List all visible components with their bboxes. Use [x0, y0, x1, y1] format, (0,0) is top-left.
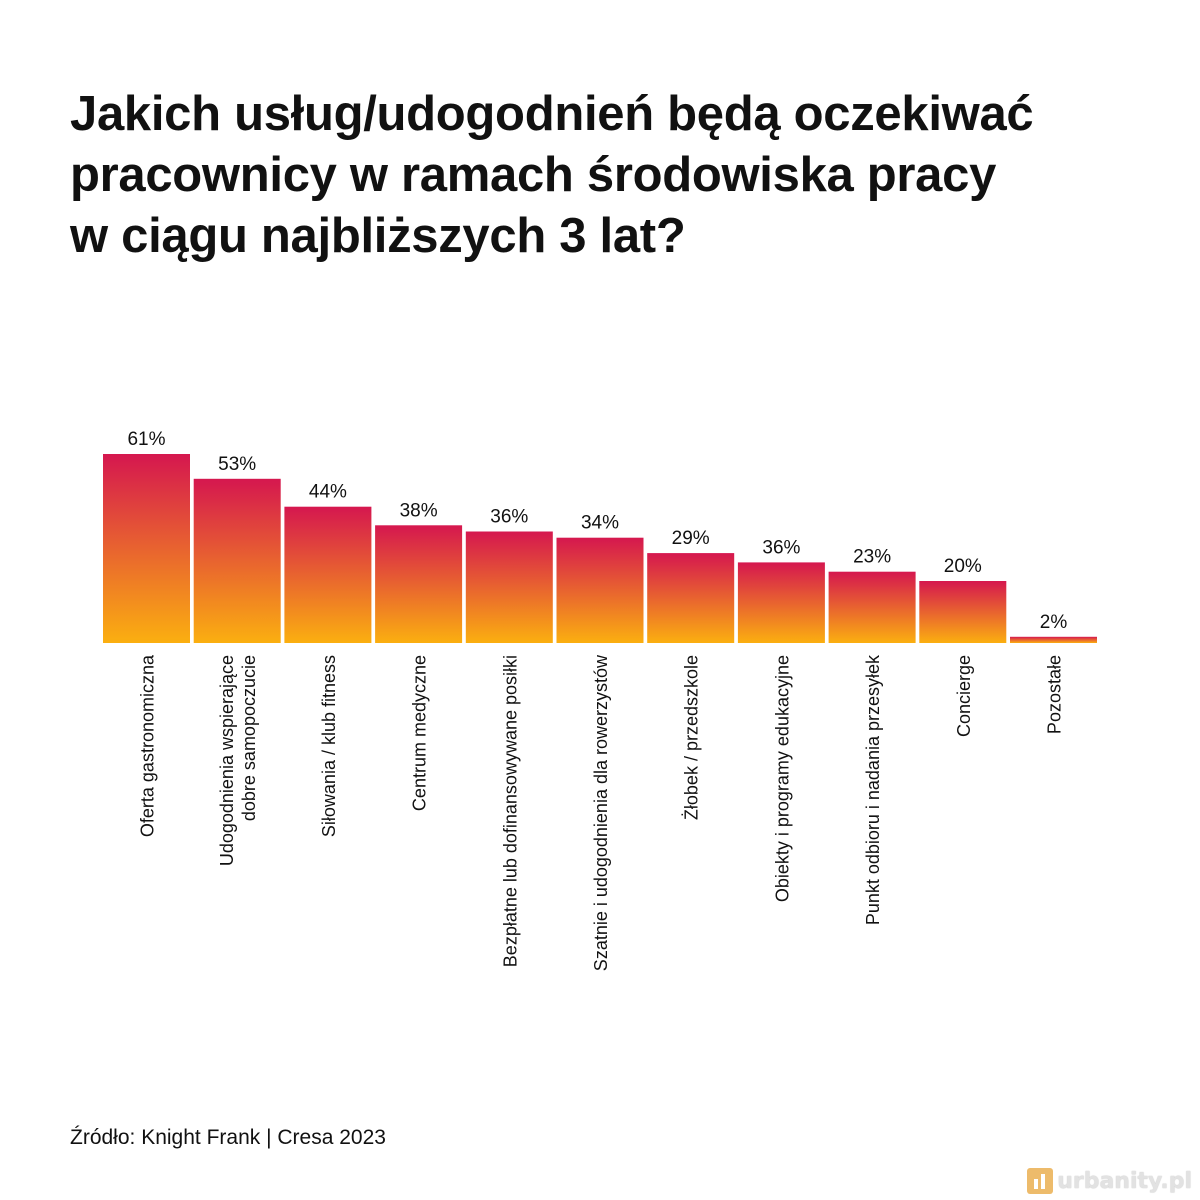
value-label-9: 23%	[853, 547, 891, 568]
bar-10	[919, 581, 1007, 643]
value-labels-group: 61% 53% 44% 38% 36% 34% 29% 36% 23% 20% 2%	[127, 429, 1067, 633]
category-label-9: Punkt odbioru i nadania przesyłek	[863, 654, 883, 925]
category-label-6: Szatnie i udogodnienia dla rowerzystów	[591, 654, 611, 971]
bar-9	[828, 571, 916, 643]
watermark-text: urbanity.pl	[1057, 1168, 1192, 1194]
category-label-4-line-1: Centrum medyczne	[410, 655, 430, 811]
category-label-10-line-1: Concierge	[954, 655, 974, 737]
value-label-10: 20%	[944, 556, 982, 577]
bar-7	[647, 553, 735, 643]
category-label-1: Oferta gastronomiczna	[138, 654, 158, 837]
value-label-6: 34%	[581, 513, 619, 534]
category-label-3: Siłowania / klub fitness	[319, 655, 339, 837]
bar-5	[465, 531, 553, 643]
category-label-6-line-1: Szatnie i udogodnienia dla rowerzystów	[591, 654, 611, 971]
category-label-8-line-1: Obiekty i programy edukacyjne	[772, 655, 792, 902]
watermark: urbanity.pl	[1027, 1168, 1192, 1194]
value-label-3: 44%	[309, 482, 347, 503]
bar-2	[193, 478, 281, 643]
category-label-2: Udogodnienia wspierające dobre samopoczuc…	[217, 655, 259, 866]
value-label-4: 38%	[400, 500, 438, 521]
bar-3	[284, 506, 372, 643]
category-label-5: Bezpłatne lub dofinansowywane posiłki	[500, 655, 520, 967]
source-note: Źródło: Knight Frank | Cresa 2023	[70, 1126, 386, 1149]
category-label-2-line-1: Udogodnienia wspierające	[217, 655, 237, 866]
value-label-1: 61%	[127, 429, 165, 450]
bar-6	[556, 537, 644, 643]
bar-chart-logo-icon	[1027, 1168, 1054, 1194]
value-label-7: 29%	[672, 528, 710, 549]
chart-title: Jakich usług/udogodnień będą oczekiwać p…	[70, 84, 1150, 267]
category-label-2-line-2: dobre samopoczucie	[239, 655, 259, 821]
chart-title-line-1: Jakich usług/udogodnień będą oczekiwać	[70, 87, 1034, 141]
bar-4	[375, 525, 463, 643]
category-label-10: Concierge	[954, 655, 974, 737]
category-label-11: Pozostałe	[1045, 655, 1065, 734]
bar-8	[737, 562, 825, 643]
category-label-5-line-1: Bezpłatne lub dofinansowywane posiłki	[500, 655, 520, 967]
bar-11	[1010, 636, 1097, 643]
chart-title-line-3: w ciągu najbliższych 3 lat?	[70, 209, 686, 263]
chart-title-line-2: pracownicy w ramach środowiska pracy	[70, 148, 997, 202]
value-label-2: 53%	[218, 454, 256, 475]
category-label-7-line-1: Żłobek / przedszkole	[682, 655, 702, 820]
category-label-3-line-1: Siłowania / klub fitness	[319, 655, 339, 837]
category-label-9-line-1: Punkt odbioru i nadania przesyłek	[863, 654, 883, 925]
category-label-4: Centrum medyczne	[410, 655, 430, 811]
category-label-1-line-1: Oferta gastronomiczna	[138, 654, 158, 837]
category-label-11-line-1: Pozostałe	[1045, 655, 1065, 734]
bar-1	[103, 454, 190, 643]
category-label-8: Obiekty i programy edukacyjne	[772, 655, 792, 902]
value-label-5: 36%	[490, 507, 528, 528]
value-label-8: 36%	[762, 537, 800, 558]
category-label-7: Żłobek / przedszkole	[682, 655, 702, 820]
category-labels-group: Oferta gastronomiczna Udogodnienia wspier…	[138, 654, 1065, 971]
value-label-11: 2%	[1040, 612, 1068, 633]
bars-group	[103, 454, 1097, 643]
